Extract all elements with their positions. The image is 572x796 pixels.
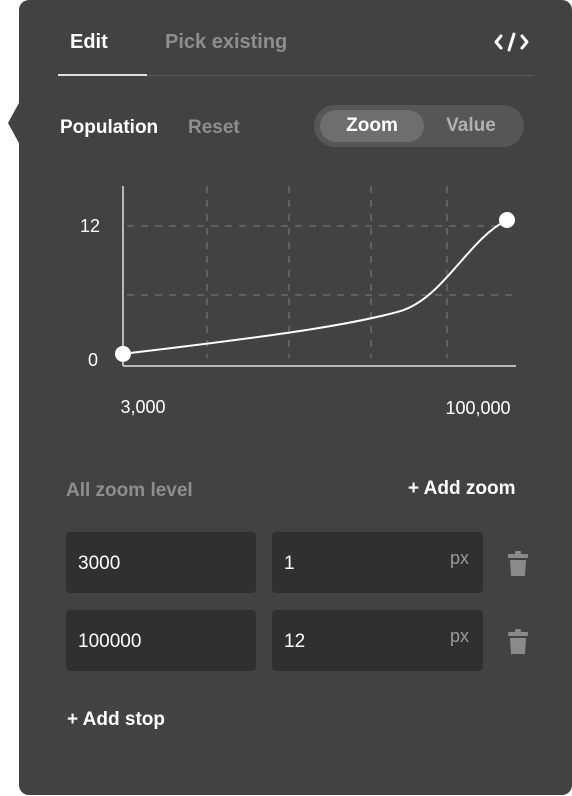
y-tick-label-min: 0 (88, 350, 98, 370)
x-tick-label-min: 3,000 (120, 397, 165, 417)
active-tab-indicator (58, 74, 147, 76)
add-zoom-button[interactable]: + Add zoom (408, 478, 516, 499)
style-editor-panel: Edit Pick existing Population Reset Zoom… (8, 0, 572, 795)
trash-icon[interactable] (508, 629, 528, 655)
y-tick-label-max: 12 (80, 216, 100, 236)
property-name: Population (60, 117, 159, 138)
zoom-curve-chart: 12 0 3,000 100,000 (80, 186, 516, 418)
mode-toggle: Zoom Value (314, 105, 524, 147)
unit-label: px (449, 626, 469, 646)
stop-zoom-input[interactable]: 100000 (66, 610, 256, 671)
tab-pick-existing[interactable]: Pick existing (165, 31, 288, 53)
stop-value-text: 1 (284, 553, 295, 574)
add-stop-button[interactable]: + Add stop (67, 709, 165, 730)
unit-label: px (449, 548, 469, 568)
trash-icon[interactable] (508, 551, 528, 577)
stop-value-input[interactable]: 12 px (272, 610, 483, 671)
data-point-end (499, 212, 515, 228)
x-tick-label-max: 100,000 (445, 398, 510, 418)
tab-edit[interactable]: Edit (70, 31, 108, 53)
stop-value-input[interactable]: 1 px (272, 532, 483, 593)
toggle-zoom-option[interactable]: Zoom (320, 110, 424, 142)
reset-button[interactable]: Reset (188, 117, 240, 138)
zoom-curve-line (122, 219, 508, 355)
code-icon[interactable] (492, 28, 532, 56)
stop-value-text: 12 (284, 631, 306, 652)
stop-zoom-input[interactable]: 3000 (66, 532, 256, 593)
data-point-start (115, 345, 131, 362)
tab-divider (147, 75, 534, 76)
panel-pointer (8, 101, 20, 145)
toggle-value-option[interactable]: Value (446, 115, 496, 136)
stops-section-label: All zoom level (66, 480, 193, 501)
